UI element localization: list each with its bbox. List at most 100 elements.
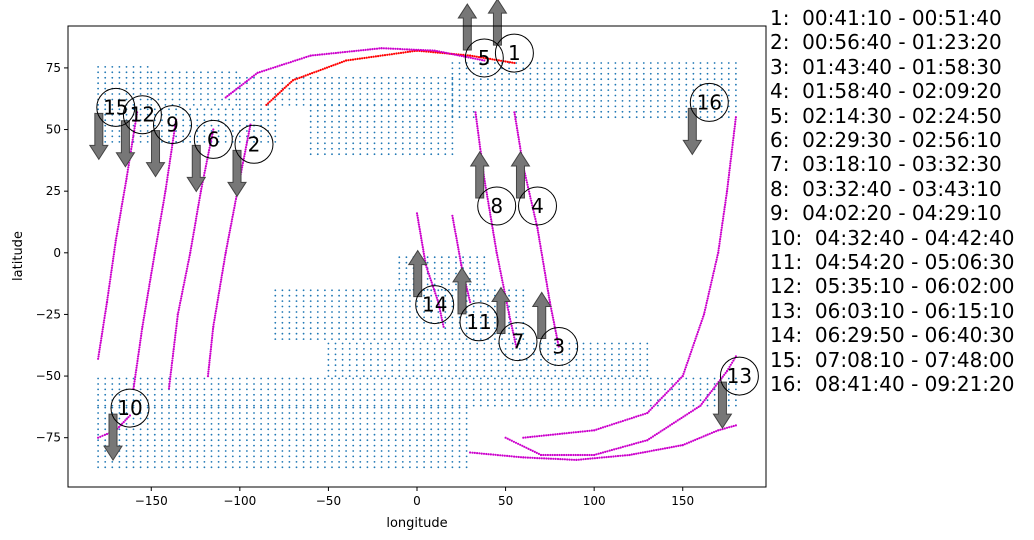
coverage-point (196, 433, 199, 436)
pass-1-point (397, 52, 400, 55)
coverage-point (338, 76, 340, 79)
pass-14-point (710, 431, 714, 434)
coverage-point (472, 78, 475, 81)
coverage-point (118, 113, 121, 116)
coverage-point (550, 377, 553, 380)
coverage-point (437, 338, 440, 340)
coverage-point (472, 94, 475, 97)
pass-1-point (334, 63, 337, 66)
coverage-point (231, 399, 234, 402)
pass-4-point (287, 61, 290, 64)
pass-4-point (256, 71, 259, 74)
coverage-point (596, 358, 599, 361)
coverage-point (132, 466, 135, 469)
coverage-point (699, 72, 702, 75)
coverage-point (104, 141, 107, 143)
coverage-point (97, 406, 99, 409)
pass-9-point (174, 123, 177, 126)
coverage-point (302, 104, 305, 106)
coverage-point (472, 289, 475, 292)
coverage-point (487, 311, 489, 313)
pass-14-point (732, 424, 735, 428)
pass-15-point (605, 456, 608, 459)
pass-16-point (717, 247, 720, 250)
coverage-point (451, 153, 454, 156)
pass-8-point (453, 228, 456, 231)
coverage-point (501, 404, 503, 407)
coverage-point (564, 72, 567, 75)
coverage-point (373, 428, 376, 431)
coverage-point (182, 141, 185, 143)
coverage-point (295, 93, 298, 95)
pass-16-point (733, 127, 736, 130)
coverage-point (628, 388, 631, 391)
coverage-point (146, 141, 149, 143)
coverage-point (267, 124, 270, 127)
coverage-point (458, 377, 461, 380)
coverage-point (132, 71, 135, 74)
coverage-point (366, 450, 369, 452)
coverage-point (125, 113, 128, 116)
pass-13-point (655, 432, 658, 436)
coverage-point (260, 412, 262, 414)
coverage-point (380, 153, 383, 156)
coverage-point (607, 383, 610, 385)
pass-16-point (721, 224, 724, 227)
coverage-point (621, 116, 624, 119)
coverage-point (416, 147, 418, 150)
pass-16-point (730, 148, 734, 151)
pass-10-point (128, 414, 132, 417)
coverage-point (635, 110, 638, 113)
coverage-point (295, 316, 298, 319)
coverage-point (168, 141, 170, 143)
coverage-point (483, 342, 486, 345)
coverage-point (281, 98, 284, 101)
pass-11-point (441, 318, 444, 322)
coverage-point (479, 83, 482, 86)
pass-16-point (730, 153, 733, 156)
pass-5-point (471, 57, 475, 60)
coverage-point (373, 311, 376, 313)
coverage-point (267, 433, 270, 436)
coverage-point (398, 283, 401, 286)
pass-1-point (338, 61, 341, 64)
pass-1-point (381, 54, 384, 57)
coverage-point (363, 358, 365, 361)
pass-12-point (120, 207, 123, 210)
coverage-point (295, 466, 298, 469)
coverage-point (572, 388, 574, 391)
coverage-point (377, 342, 379, 345)
pass-2-point (248, 125, 252, 128)
pass-15-point (526, 456, 530, 459)
coverage-point (487, 94, 489, 97)
coverage-point (238, 412, 241, 414)
coverage-point (104, 130, 107, 132)
pass-16-point (690, 350, 693, 353)
coverage-point (246, 76, 248, 79)
coverage-point (547, 364, 549, 367)
pass-7-point (491, 227, 494, 230)
coverage-point (182, 450, 185, 452)
pass-4-point (278, 64, 281, 67)
pass-6-point (199, 194, 202, 197)
coverage-point (639, 358, 642, 361)
pass-2-point (242, 157, 245, 160)
pass-16-point (615, 422, 618, 425)
pass-6-point (197, 201, 200, 204)
pass-9-point (139, 339, 142, 342)
coverage-point (409, 87, 411, 90)
coverage-point (281, 466, 284, 469)
pass-16-point (720, 226, 723, 229)
pass-5-point (382, 47, 385, 50)
coverage-point (168, 399, 170, 402)
coverage-point (182, 399, 185, 402)
pass-12-point (118, 218, 121, 221)
coverage-point (366, 98, 369, 101)
coverage-point (398, 288, 401, 291)
coverage-point (288, 289, 291, 292)
coverage-point (685, 377, 688, 380)
pass-16-point (702, 313, 706, 316)
pass-13-point (539, 453, 543, 457)
coverage-point (409, 433, 411, 436)
coverage-point (281, 300, 284, 302)
